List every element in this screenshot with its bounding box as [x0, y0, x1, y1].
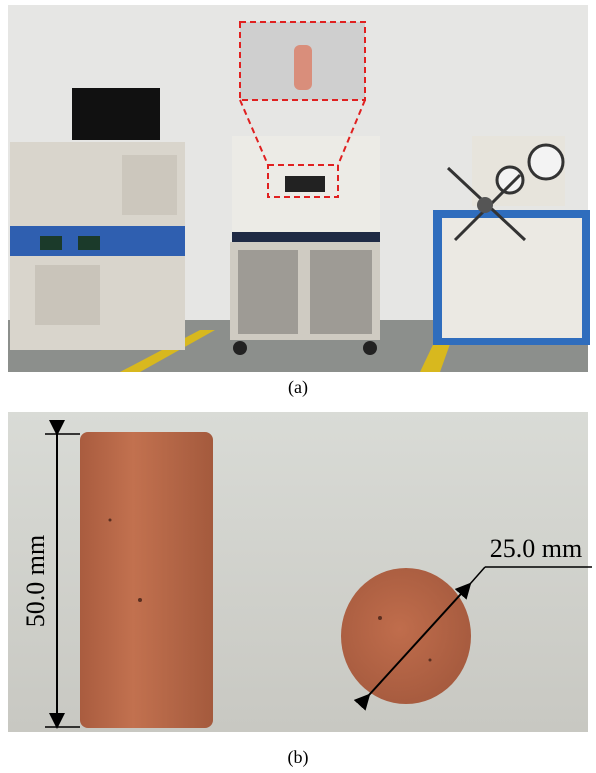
caption: (a) [288, 377, 308, 398]
photo-b [8, 412, 592, 732]
caption: (b) [288, 747, 309, 768]
diameter-label: 25.0 mm [490, 534, 582, 563]
height-label: 50.0 mm [21, 535, 50, 627]
photo-a [8, 5, 590, 372]
